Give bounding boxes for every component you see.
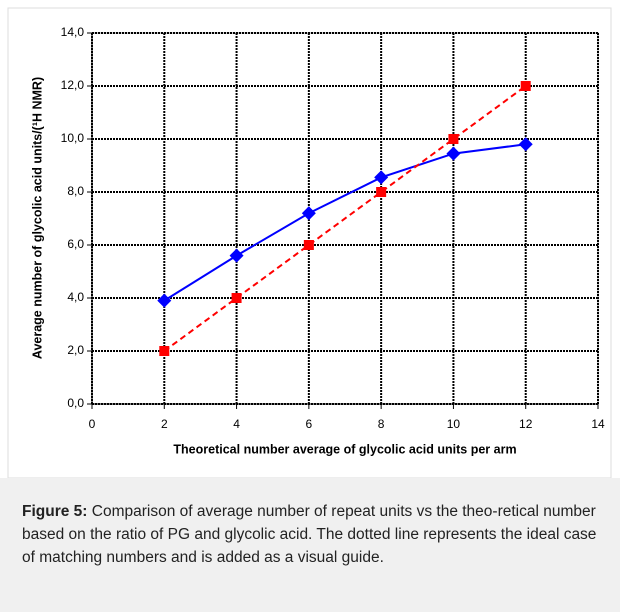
- x-tick-label: 4: [233, 417, 240, 431]
- x-tick-label: 6: [306, 417, 313, 431]
- x-tick-label: 10: [447, 417, 461, 431]
- x-tick-label: 0: [89, 417, 96, 431]
- caption: Figure 5: Comparison of average number o…: [0, 478, 620, 612]
- marker: [303, 240, 314, 250]
- series-line: [163, 85, 527, 352]
- y-axis-label: Average number of glycolic acid units/(¹…: [30, 77, 44, 359]
- x-tick-label: 12: [519, 417, 533, 431]
- y-tick-label: 8,0: [67, 184, 84, 198]
- x-tick-label: 14: [591, 417, 605, 431]
- marker: [231, 293, 242, 303]
- marker: [229, 248, 244, 263]
- marker: [376, 187, 387, 197]
- marker: [446, 146, 461, 161]
- y-tick-label: 12,0: [61, 78, 85, 92]
- caption-text: Comparison of average number of repeat u…: [22, 503, 597, 566]
- marker: [301, 206, 316, 221]
- marker: [448, 134, 459, 144]
- x-tick-label: 8: [378, 417, 385, 431]
- y-tick-label: 4,0: [67, 290, 84, 304]
- y-tick-label: 6,0: [67, 237, 84, 251]
- x-tick-label: 2: [161, 417, 168, 431]
- y-tick-label: 10,0: [61, 131, 85, 145]
- marker: [518, 137, 533, 152]
- y-tick-label: 2,0: [67, 343, 84, 357]
- marker: [157, 293, 172, 308]
- x-axis-label: Theoretical number average of glycolic a…: [173, 442, 516, 456]
- marker: [159, 346, 170, 356]
- series-line: [163, 143, 526, 302]
- marker: [520, 81, 531, 91]
- caption-label: Figure 5:: [22, 503, 88, 520]
- chart: Theoretical number average of glycolic a…: [7, 7, 612, 478]
- marker: [374, 170, 389, 185]
- y-tick-label: 14,0: [61, 25, 85, 39]
- y-tick-label: 0,0: [67, 396, 84, 410]
